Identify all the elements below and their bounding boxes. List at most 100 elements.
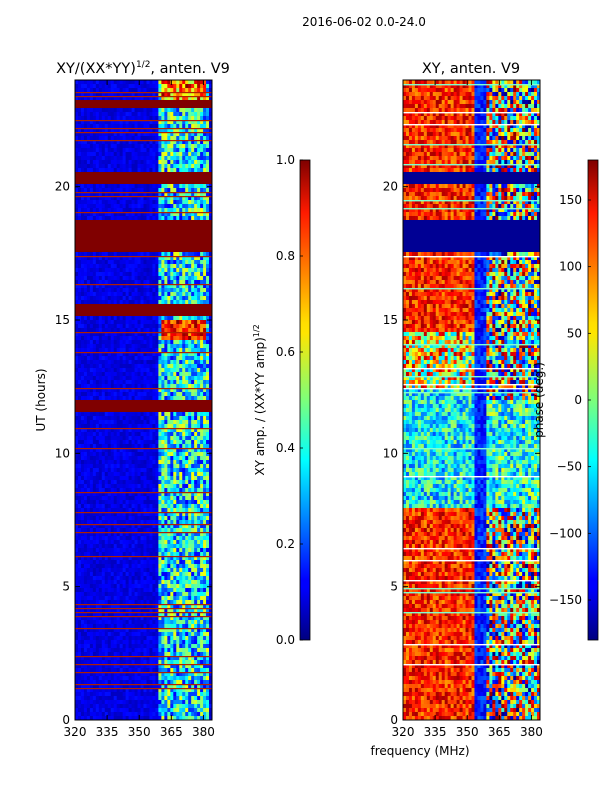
- left-heatmap-cell: [140, 112, 145, 117]
- left-heatmap-cell: [137, 236, 142, 241]
- left-heatmap-cell: [75, 368, 79, 373]
- left-heatmap-cell: [173, 464, 177, 469]
- left-heatmap-cell: [95, 264, 100, 269]
- left-heatmap-cell: [203, 104, 207, 109]
- left-heatmap-cell: [89, 380, 94, 385]
- left-heatmap-cell: [179, 296, 183, 301]
- left-heatmap-cell: [197, 204, 201, 209]
- left-heatmap-cell: [122, 324, 127, 329]
- left-heatmap-cell: [140, 164, 145, 169]
- left-heatmap-cell: [161, 220, 165, 225]
- left-heatmap-cell: [89, 412, 94, 417]
- left-heatmap-cell: [80, 364, 85, 369]
- left-heatmap-cell: [179, 240, 183, 245]
- left-heatmap-cell: [164, 376, 168, 381]
- left-heatmap-cell: [89, 440, 94, 445]
- left-heatmap-cell: [89, 208, 94, 213]
- left-heatmap-cell: [137, 188, 142, 193]
- left-heatmap-cell: [203, 232, 207, 237]
- left-heatmap-cell: [182, 188, 186, 193]
- left-heatmap-cell: [176, 304, 180, 309]
- left-heatmap-cell: [95, 496, 100, 501]
- left-heatmap-cell: [185, 184, 189, 189]
- left-heatmap-cell: [173, 252, 177, 257]
- left-heatmap-cell: [128, 448, 133, 453]
- left-heatmap-cell: [191, 124, 195, 129]
- left-heatmap-cell: [197, 148, 201, 153]
- left-heatmap-cell: [119, 452, 124, 457]
- left-heatmap-cell: [125, 108, 130, 113]
- left-heatmap-cell: [209, 360, 212, 365]
- left-heatmap-cell: [146, 228, 151, 233]
- left-heatmap-cell: [161, 88, 165, 93]
- left-heatmap-cell: [125, 292, 130, 297]
- left-heatmap-cell: [170, 84, 174, 89]
- left-heatmap-cell: [170, 96, 174, 101]
- left-heatmap-cell: [185, 320, 189, 325]
- left-heatmap-cell: [122, 412, 127, 417]
- left-heatmap-cell: [179, 144, 183, 149]
- left-heatmap-cell: [179, 196, 183, 201]
- left-heatmap-cell: [122, 132, 127, 137]
- left-heatmap-cell: [158, 96, 162, 101]
- left-heatmap-cell: [98, 304, 103, 309]
- left-heatmap-cell: [152, 312, 157, 317]
- left-heatmap-cell: [140, 428, 145, 433]
- left-heatmap-cell: [197, 428, 201, 433]
- left-heatmap-cell: [125, 460, 130, 465]
- left-heatmap-cell: [92, 208, 97, 213]
- left-heatmap-cell: [200, 252, 204, 257]
- left-heatmap-cell: [152, 240, 157, 245]
- left-heatmap-cell: [80, 328, 85, 333]
- left-heatmap-cell: [77, 408, 82, 413]
- left-heatmap-cell: [194, 360, 198, 365]
- left-heatmap-cell: [191, 444, 195, 449]
- left-heatmap-row: [75, 144, 212, 149]
- left-heatmap-cell: [209, 172, 212, 177]
- left-heatmap-cell: [149, 456, 154, 461]
- left-heatmap-cell: [209, 332, 212, 337]
- left-heatmap-cell: [140, 328, 145, 333]
- left-heatmap-cell: [161, 244, 165, 249]
- left-heatmap-cell: [140, 384, 145, 389]
- left-heatmap-cell: [116, 316, 121, 321]
- left-heatmap-cell: [101, 428, 106, 433]
- left-heatmap-cell: [170, 196, 174, 201]
- left-heatmap-cell: [125, 276, 130, 281]
- left-heatmap-cell: [140, 312, 145, 317]
- left-heatmap-cell: [209, 272, 212, 277]
- left-heatmap-cell: [143, 236, 148, 241]
- left-heatmap-cell: [104, 124, 109, 129]
- left-heatmap-cell: [194, 184, 198, 189]
- left-heatmap-cell: [107, 228, 112, 233]
- left-heatmap-cell: [92, 476, 97, 481]
- left-heatmap-cell: [116, 468, 121, 473]
- left-heatmap-cell: [143, 464, 148, 469]
- left-heatmap-cell: [188, 416, 192, 421]
- left-heatmap-cell: [188, 216, 192, 221]
- left-heatmap-cell: [80, 372, 85, 377]
- left-heatmap-cell: [197, 108, 201, 113]
- left-heatmap-cell: [122, 436, 127, 441]
- left-heatmap-cell: [119, 228, 124, 233]
- left-heatmap-cell: [197, 408, 201, 413]
- left-heatmap-cell: [164, 436, 168, 441]
- left-heatmap-cell: [140, 368, 145, 373]
- left-heatmap-cell: [197, 260, 201, 265]
- left-heatmap-cell: [182, 280, 186, 285]
- left-heatmap-cell: [128, 100, 133, 105]
- left-heatmap-cell: [209, 444, 212, 449]
- left-heatmap-cell: [143, 100, 148, 105]
- left-heatmap-cell: [128, 432, 133, 437]
- left-heatmap-cell: [200, 144, 204, 149]
- left-heatmap-cell: [128, 224, 133, 229]
- left-heatmap-cell: [86, 208, 91, 213]
- left-heatmap-cell: [149, 356, 154, 361]
- left-heatmap-cell: [182, 416, 186, 421]
- left-heatmap-cell: [131, 332, 136, 337]
- left-heatmap-cell: [86, 156, 91, 161]
- left-heatmap-cell: [128, 468, 133, 473]
- left-heatmap-cell: [83, 312, 88, 317]
- left-heatmap-cell: [86, 352, 91, 357]
- left-heatmap-cell: [83, 300, 88, 305]
